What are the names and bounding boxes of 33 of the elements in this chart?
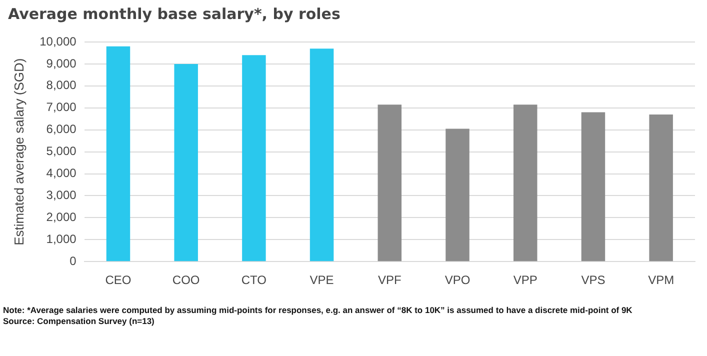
text: Note: *Average salaries were computed by assuming mid-points for responses, e.g. an answer of “8K to 10K” is assumed to have a discrete mid-point of 9K bbox=[3, 305, 634, 316]
bar bbox=[649, 114, 673, 262]
bar bbox=[106, 46, 130, 262]
bar bbox=[242, 55, 266, 262]
y-axis-title: Estimated average salary (SGD) bbox=[11, 58, 26, 246]
x-tick-label: VPO bbox=[444, 273, 470, 288]
y-tick-label: 7,000 bbox=[46, 100, 77, 114]
x-tick-label: CEO bbox=[105, 273, 132, 288]
x-tick-label: VPE bbox=[310, 273, 334, 288]
x-tick-label: VPF bbox=[378, 273, 402, 288]
bar bbox=[581, 112, 606, 262]
x-tick-label: CTO bbox=[241, 273, 267, 288]
bar bbox=[310, 48, 334, 262]
bar bbox=[513, 104, 538, 262]
y-tick-label: 1,000 bbox=[46, 232, 77, 246]
bar bbox=[446, 128, 470, 262]
y-tick-label: 9,000 bbox=[46, 56, 77, 70]
y-tick-label: 2,000 bbox=[46, 210, 77, 224]
y-tick-label: 3,000 bbox=[46, 188, 77, 202]
x-tick-label: VPS bbox=[581, 273, 606, 288]
x-tick-label: VPM bbox=[648, 273, 674, 288]
chart-title: Average monthly base salary*, by roles bbox=[8, 4, 340, 23]
y-tick-label: 4,000 bbox=[46, 166, 77, 180]
y-tick-label: 8,000 bbox=[46, 78, 77, 92]
source-note: Source: Compensation Survey (n=13) bbox=[3, 316, 156, 327]
bar bbox=[378, 104, 402, 262]
y-tick-label: 10,000 bbox=[40, 34, 77, 48]
x-tick-label: VPP bbox=[513, 273, 538, 288]
bar bbox=[174, 64, 198, 262]
y-tick-label: 6,000 bbox=[46, 122, 77, 136]
x-tick-label: COO bbox=[172, 273, 200, 288]
y-tick-label: 0 bbox=[70, 254, 77, 268]
y-tick-label: 5,000 bbox=[46, 144, 77, 158]
